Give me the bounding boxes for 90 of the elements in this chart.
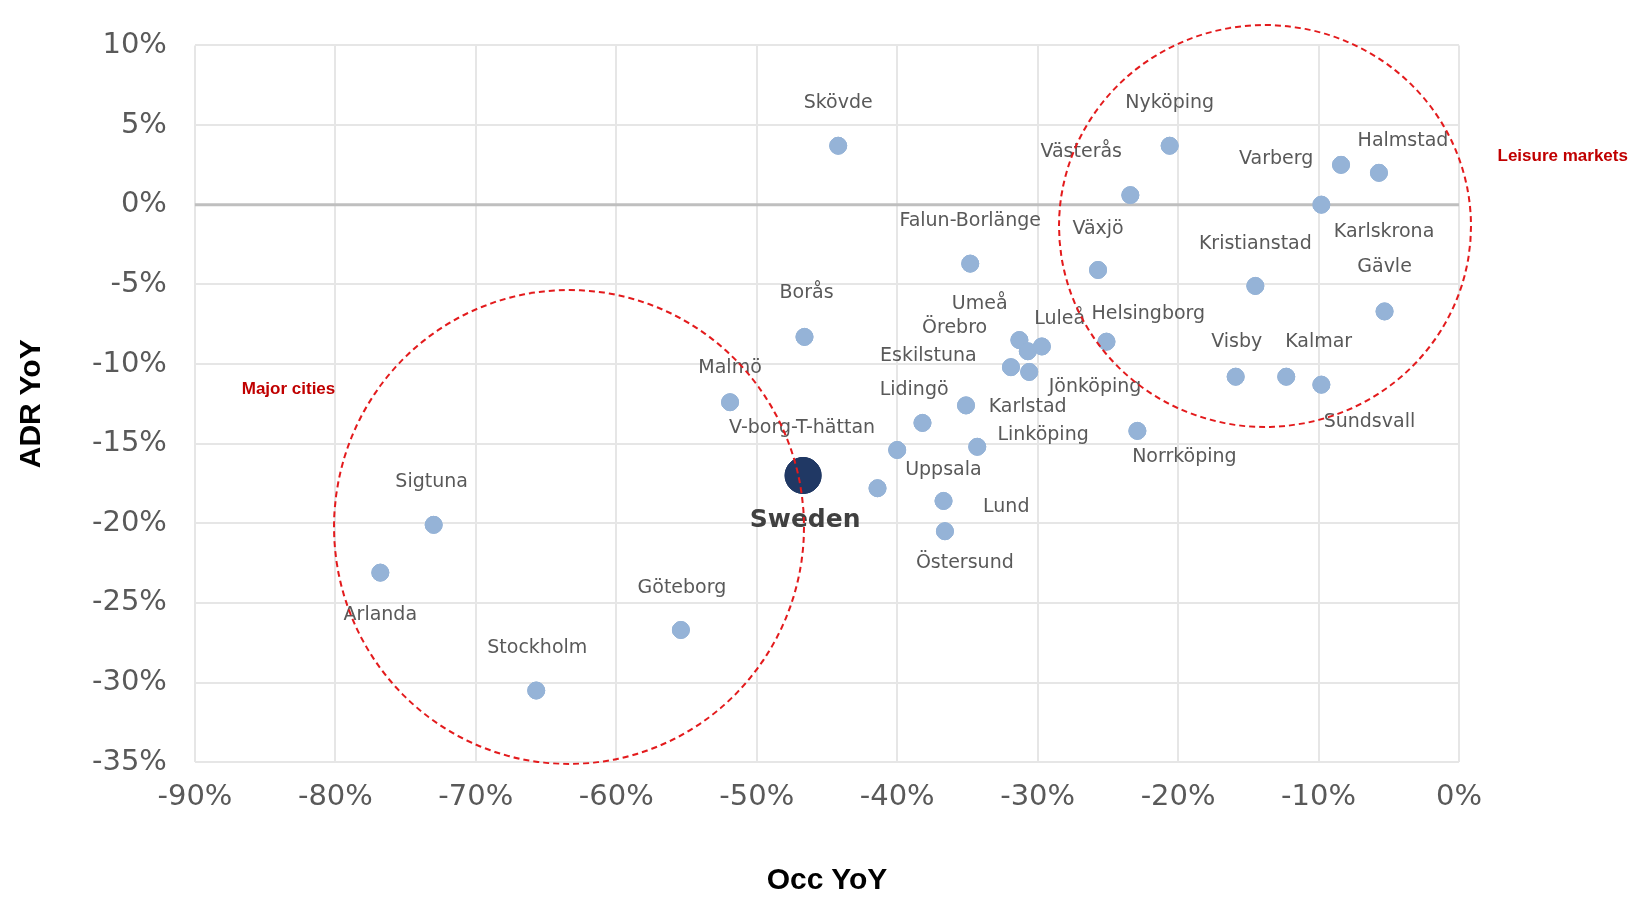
x-tick-label: -30% — [1000, 778, 1076, 813]
annotation: Örebro — [922, 315, 988, 338]
point — [1312, 375, 1331, 394]
annotation: Växjö — [1072, 216, 1124, 239]
y-tick-label: -25% — [92, 583, 167, 618]
x-tick-label: 0% — [1435, 778, 1483, 813]
x-tick-label: -40% — [859, 778, 935, 813]
point — [1020, 362, 1039, 381]
point — [1018, 342, 1037, 361]
point — [957, 396, 976, 415]
point — [829, 136, 848, 155]
text: Leisure markets — [1497, 146, 1628, 166]
point — [1246, 276, 1265, 295]
annotation: Göteborg — [637, 575, 727, 598]
annotation: Visby — [1211, 329, 1263, 352]
x-tick-label: -20% — [1140, 778, 1216, 813]
point — [371, 563, 390, 582]
annotation: Lund — [983, 494, 1030, 517]
point — [1128, 421, 1147, 440]
point — [795, 327, 814, 346]
annotation: Kalmar — [1285, 329, 1353, 352]
point — [888, 440, 907, 459]
annotation: Uppsala — [905, 457, 982, 480]
annotation: Eskilstuna — [880, 342, 977, 365]
x-tick-label: -50% — [719, 778, 795, 813]
point — [968, 437, 987, 456]
annotation: V-borg-T-hättan — [729, 414, 876, 437]
annotation: Stockholm — [487, 634, 588, 657]
point — [671, 620, 690, 639]
annotation: Umeå — [951, 291, 1008, 314]
point — [721, 393, 740, 412]
annotation: Västerås — [1040, 139, 1122, 162]
point — [784, 456, 822, 494]
annotation: Skövde — [803, 89, 873, 112]
point — [935, 522, 954, 541]
point — [1277, 367, 1296, 386]
point — [868, 479, 887, 498]
y-tick-label: -5% — [110, 264, 167, 299]
x-tick-label: -60% — [578, 778, 654, 813]
x-tick-label: -70% — [438, 778, 514, 813]
y-tick-label: -30% — [92, 663, 167, 698]
annotation: Kristianstad — [1198, 231, 1312, 254]
point — [1160, 136, 1179, 155]
point — [1312, 195, 1331, 214]
y-tick-label: -20% — [92, 503, 167, 538]
y-tick-label: -10% — [92, 344, 167, 379]
point — [934, 491, 953, 510]
annotation: Malmö — [698, 354, 762, 377]
annotation: Sweden — [749, 503, 861, 533]
annotation: Karlskrona — [1333, 218, 1435, 241]
x-tick-label: -80% — [297, 778, 373, 813]
x-axis-title: Occ YoY — [766, 862, 888, 896]
annotation: Nyköping — [1125, 89, 1215, 112]
point — [1369, 163, 1388, 182]
annotation: Borås — [779, 279, 834, 302]
x-tick-label: -10% — [1281, 778, 1357, 813]
point — [913, 413, 932, 432]
point — [424, 515, 443, 534]
y-axis-title: ADR YoY — [13, 339, 47, 469]
point — [961, 254, 980, 273]
annotation: Sigtuna — [395, 468, 468, 491]
point — [1001, 358, 1020, 377]
point — [1332, 155, 1351, 174]
annotation: Falun-Borlänge — [899, 207, 1041, 230]
annotation: Major cities — [241, 378, 336, 398]
point — [1097, 332, 1116, 351]
y-tick-label: 0% — [120, 185, 167, 220]
y-tick-label: -35% — [92, 742, 167, 777]
y-tick-label: 5% — [120, 105, 167, 140]
point — [1032, 337, 1051, 356]
annotation: Jönköping — [1047, 373, 1142, 396]
annotation: Sundsvall — [1323, 409, 1416, 432]
point — [527, 681, 546, 700]
annotation: Lidingö — [879, 377, 949, 400]
annotation: Halmstad — [1357, 128, 1449, 151]
point — [1226, 367, 1245, 386]
annotation: Östersund — [915, 549, 1014, 572]
y-tick-label: 10% — [102, 25, 167, 60]
annotation: Helsingborg — [1091, 301, 1206, 324]
x-tick-label: -90% — [157, 778, 233, 813]
annotation: Linköping — [997, 422, 1089, 445]
annotation: Varberg — [1239, 145, 1314, 168]
annotation: Gävle — [1357, 254, 1412, 277]
annotation: Luleå — [1034, 306, 1086, 329]
point — [1089, 261, 1108, 279]
point — [1121, 186, 1140, 205]
y-tick-label: -15% — [92, 424, 167, 459]
annotation: Norrköping — [1132, 443, 1237, 466]
point — [1375, 302, 1394, 321]
annotation: Arlanda — [343, 602, 418, 625]
